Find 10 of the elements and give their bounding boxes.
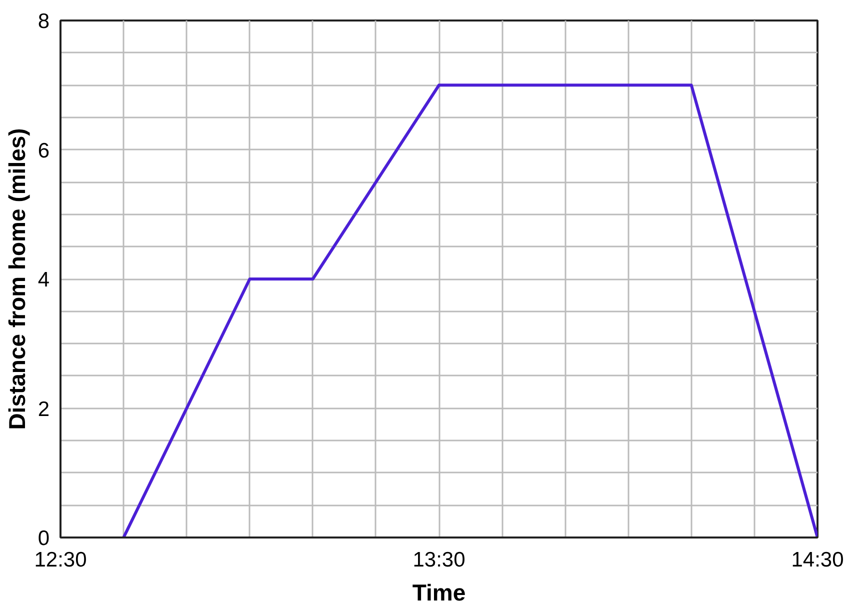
y-tick-label: 4 <box>38 268 50 292</box>
y-axis-title: Distance from home (miles) <box>4 128 30 430</box>
x-tick-label: 12:30 <box>34 548 87 572</box>
y-tick-label: 0 <box>38 527 50 550</box>
x-tick-label: 14:30 <box>791 548 844 572</box>
x-axis-title: Time <box>412 580 466 606</box>
y-tick-label: 2 <box>38 398 50 421</box>
x-tick-label: 13:30 <box>412 548 466 572</box>
y-tick-label: 8 <box>38 10 50 33</box>
y-tick-label: 6 <box>38 139 50 162</box>
